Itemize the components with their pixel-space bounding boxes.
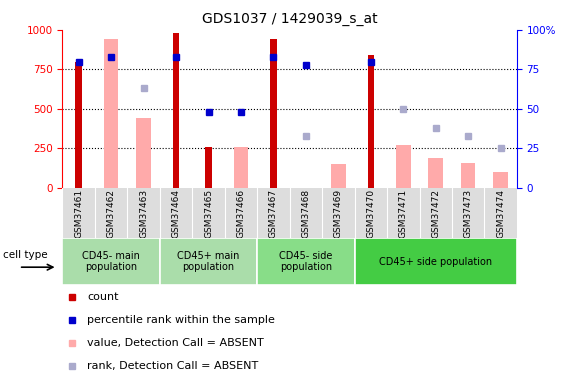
Bar <box>396 145 411 188</box>
Text: count: count <box>87 292 119 303</box>
Bar <box>354 238 517 285</box>
Bar <box>136 118 151 188</box>
Text: value, Detection Call = ABSENT: value, Detection Call = ABSENT <box>87 338 264 348</box>
Bar <box>205 147 212 188</box>
Text: GSM37469: GSM37469 <box>334 189 343 238</box>
Bar <box>461 163 475 188</box>
Bar <box>494 172 508 188</box>
Bar <box>104 39 119 188</box>
Text: GSM37470: GSM37470 <box>366 189 375 238</box>
Bar <box>173 33 179 188</box>
Title: GDS1037 / 1429039_s_at: GDS1037 / 1429039_s_at <box>202 12 378 26</box>
Text: GSM37466: GSM37466 <box>236 189 245 238</box>
Text: GSM37461: GSM37461 <box>74 189 83 238</box>
Text: GSM37471: GSM37471 <box>399 189 408 238</box>
Bar <box>233 147 248 188</box>
Text: GSM37468: GSM37468 <box>302 189 310 238</box>
Text: percentile rank within the sample: percentile rank within the sample <box>87 315 275 326</box>
Text: GSM37472: GSM37472 <box>431 189 440 238</box>
Bar <box>428 158 443 188</box>
Text: GSM37465: GSM37465 <box>204 189 213 238</box>
Text: GSM37463: GSM37463 <box>139 189 148 238</box>
Bar <box>270 39 277 188</box>
Bar <box>367 55 374 188</box>
Text: GSM37462: GSM37462 <box>107 189 116 238</box>
Bar <box>331 164 346 188</box>
Bar <box>62 238 160 285</box>
Bar <box>76 62 82 188</box>
Text: CD45+ side population: CD45+ side population <box>379 256 492 267</box>
Text: CD45- main
population: CD45- main population <box>82 251 140 272</box>
Bar <box>160 238 257 285</box>
Text: GSM37467: GSM37467 <box>269 189 278 238</box>
Text: GSM37464: GSM37464 <box>172 189 181 238</box>
Bar <box>257 238 354 285</box>
Text: rank, Detection Call = ABSENT: rank, Detection Call = ABSENT <box>87 361 258 371</box>
Text: CD45- side
population: CD45- side population <box>279 251 333 272</box>
Text: CD45+ main
population: CD45+ main population <box>177 251 240 272</box>
Text: GSM37473: GSM37473 <box>463 189 473 238</box>
Text: GSM37474: GSM37474 <box>496 189 505 238</box>
Text: cell type: cell type <box>3 249 48 259</box>
